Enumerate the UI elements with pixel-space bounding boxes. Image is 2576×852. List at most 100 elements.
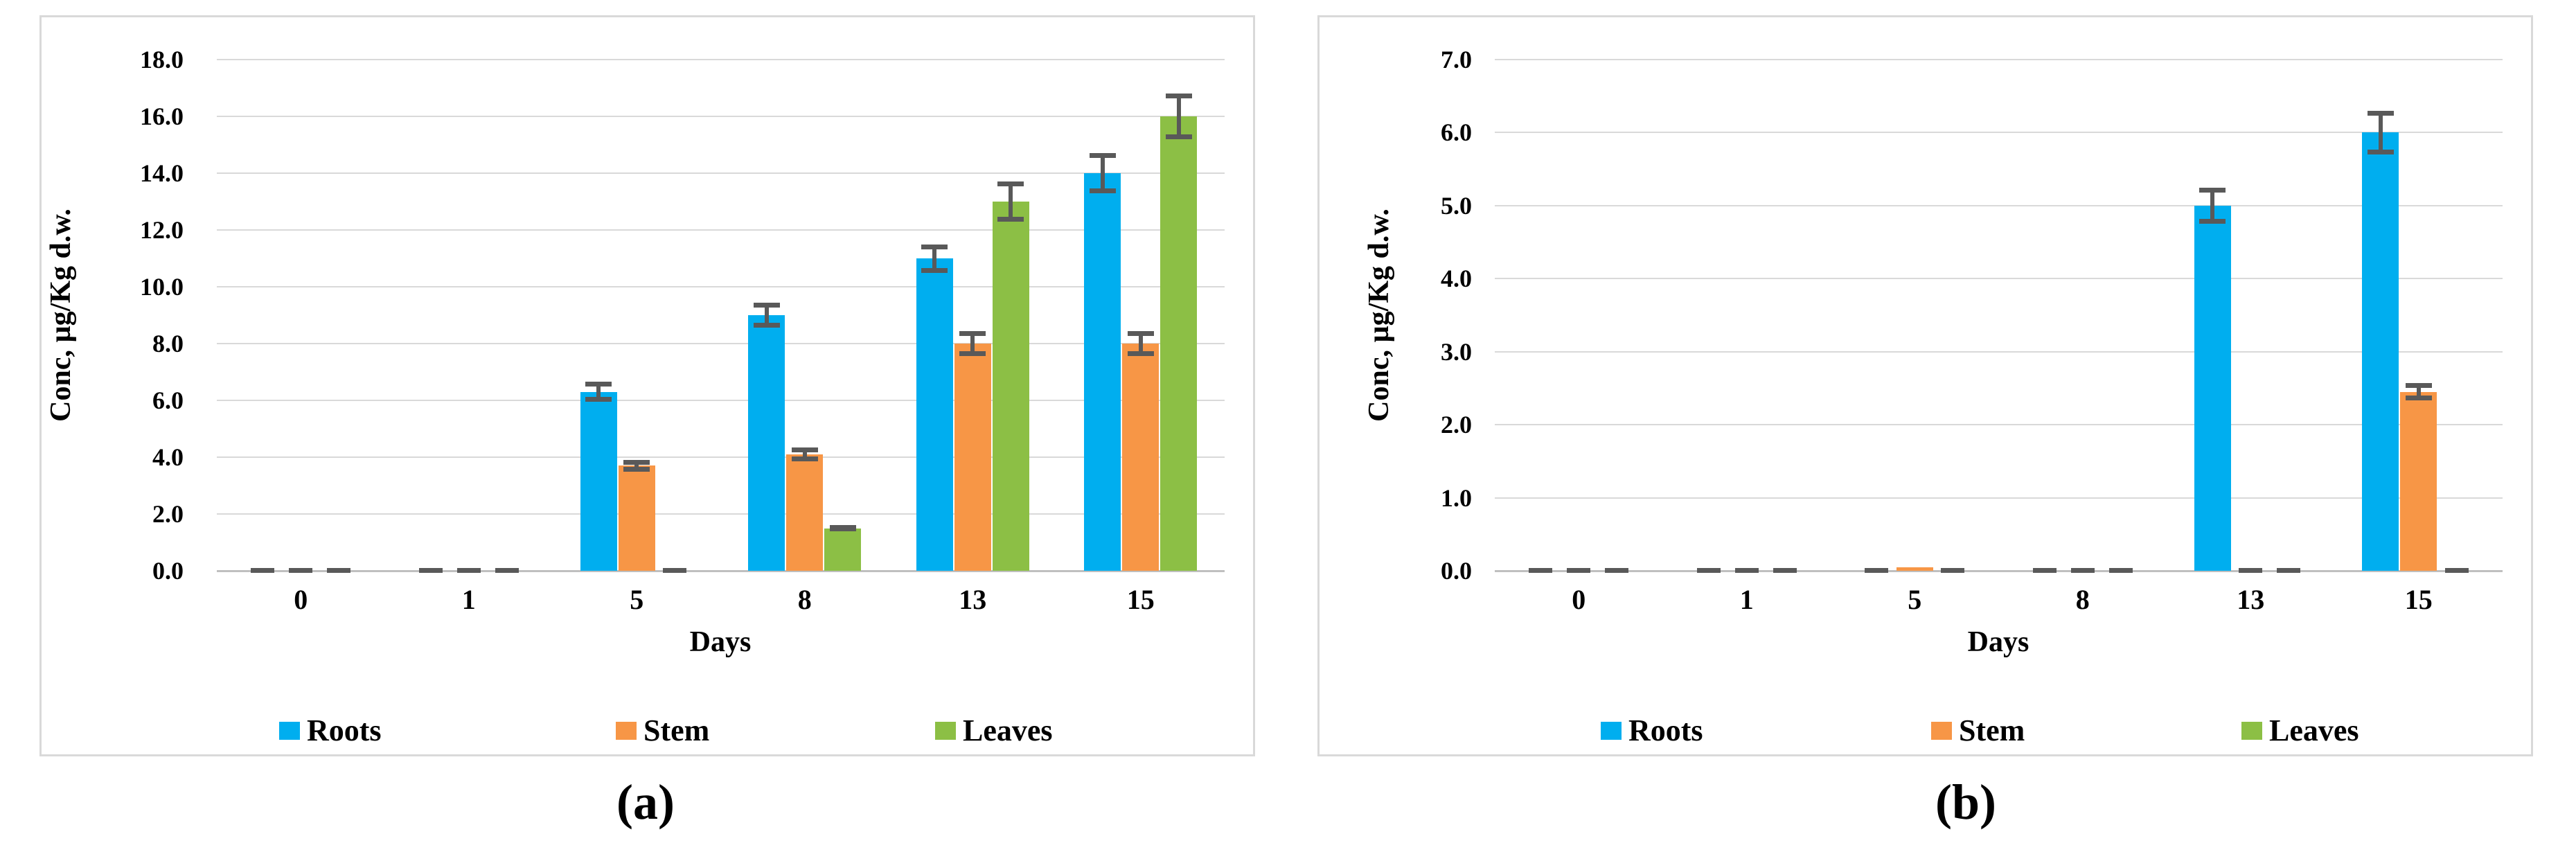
error-cap-top	[2199, 187, 2226, 193]
x-tick-label-day8: 8	[797, 584, 812, 615]
gridline	[217, 59, 1225, 60]
zero-marker-roots-day8	[2032, 568, 2057, 573]
bar-roots-day13	[2194, 205, 2231, 571]
legend-item-leaves: Leaves	[935, 716, 1053, 746]
legend-item-roots: Roots	[1601, 716, 1703, 746]
zero-marker-stem-day1	[1734, 568, 1759, 573]
y-tick-label: 12.0	[140, 216, 184, 244]
legend-swatch-stem	[1931, 722, 1952, 740]
zero-marker-leaves-day5	[663, 568, 687, 573]
error-bar-leaves-day8	[829, 524, 856, 532]
error-whisker	[764, 302, 769, 328]
zero-marker-stem-day13	[2239, 568, 2263, 573]
error-cap-top	[2405, 383, 2432, 389]
error-cap-top	[623, 460, 650, 465]
error-whisker	[970, 330, 975, 357]
legend-label-stem: Stem	[643, 713, 710, 747]
gridline	[1495, 204, 2503, 206]
x-tick-label-day5: 5	[1908, 584, 1922, 615]
x-tick-label-day0: 0	[294, 584, 308, 615]
gridline	[1495, 424, 2503, 426]
x-axis-title: Days	[689, 626, 752, 658]
bar-roots-day8	[748, 315, 785, 571]
x-tick-label-day13: 13	[2237, 584, 2265, 615]
bar-leaves-day8	[824, 528, 862, 571]
zero-marker-leaves-day1	[1773, 568, 1797, 573]
legend-swatch-roots	[1601, 722, 1622, 740]
plot-area	[1495, 59, 2503, 573]
error-cap-top	[921, 244, 948, 249]
error-whisker	[634, 460, 639, 472]
error-whisker	[2378, 110, 2383, 155]
error-bar-stem-day5	[623, 460, 650, 472]
x-tick-label-day0: 0	[1572, 584, 1586, 615]
error-whisker	[2210, 187, 2215, 224]
zero-marker-stem-day1	[456, 568, 481, 573]
error-cap-top	[1127, 330, 1154, 336]
y-tick-label: 10.0	[140, 273, 184, 301]
legend-label-stem: Stem	[1959, 713, 2025, 747]
y-tick-label: 2.0	[1441, 411, 1472, 439]
x-tick-label-day15: 15	[2404, 584, 2433, 615]
zero-marker-leaves-day5	[1941, 568, 1965, 573]
x-axis-title: Days	[1967, 626, 2029, 658]
zero-marker-leaves-day15	[2444, 568, 2469, 573]
error-bar-leaves-day15	[1165, 94, 1192, 139]
legend-swatch-stem	[616, 722, 637, 740]
y-tick-label: 7.0	[1441, 46, 1472, 73]
error-cap-bottom	[2367, 150, 2394, 155]
x-tick-label-day5: 5	[630, 584, 644, 615]
error-bar-roots-day15	[2367, 110, 2394, 155]
error-bar-roots-day13	[921, 244, 948, 273]
x-tick-label-day8: 8	[2075, 584, 2090, 615]
bar-stem-day15	[2400, 391, 2437, 571]
error-cap-top	[791, 447, 818, 452]
y-tick-label: 2.0	[152, 500, 184, 528]
panel-a-caption: (a)	[616, 774, 675, 830]
error-cap-bottom	[791, 456, 818, 462]
zero-marker-leaves-day13	[2277, 568, 2301, 573]
chart-panel-b: Conc, µg/Kg d.w. 0.0 1.0 2.0 3.0 4.0 5.0 6.0 7.…	[1317, 15, 2533, 756]
error-cap-top	[959, 330, 986, 336]
error-whisker	[802, 447, 807, 462]
error-cap-top	[1089, 153, 1116, 159]
error-cap-top	[2367, 110, 2394, 116]
error-whisker	[2416, 383, 2421, 401]
error-cap-bottom	[829, 526, 856, 532]
error-cap-bottom	[1089, 188, 1116, 193]
error-cap-bottom	[959, 351, 986, 357]
error-whisker	[1100, 153, 1105, 193]
x-tick-label-day15: 15	[1126, 584, 1155, 615]
bar-leaves-day13	[992, 202, 1029, 571]
zero-marker-roots-day0	[251, 568, 275, 573]
legend-item-stem: Stem	[616, 713, 710, 747]
bar-stem-day8	[786, 454, 824, 571]
gridline	[217, 286, 1225, 287]
error-cap-bottom	[1127, 351, 1154, 357]
zero-marker-roots-day1	[418, 568, 443, 573]
error-whisker	[1176, 94, 1181, 139]
bar-stem-day15	[1122, 344, 1160, 571]
x-axis-line	[217, 569, 1225, 572]
error-whisker	[932, 244, 937, 273]
chart-panel-a: Conc, µg/Kg d.w. 0.0 2.0 4.0 6.0 8.0 10.0 12.0…	[39, 15, 1255, 756]
legend-label-roots: Roots	[307, 713, 382, 747]
bar-leaves-day15	[1160, 116, 1198, 571]
zero-marker-stem-day8	[2070, 568, 2095, 573]
error-cap-top	[997, 181, 1024, 187]
legend-swatch-leaves	[2241, 722, 2262, 740]
x-tick-label-day13: 13	[959, 584, 987, 615]
x-tick-label-day1: 1	[1739, 584, 1754, 615]
zero-marker-leaves-day8	[2108, 568, 2133, 573]
error-bar-stem-day15	[1127, 330, 1154, 357]
gridline	[217, 456, 1225, 458]
legend-item-stem: Stem	[1931, 713, 2025, 747]
error-cap-bottom	[1165, 134, 1192, 139]
y-tick-label: 4.0	[1441, 265, 1472, 293]
gridline	[217, 513, 1225, 515]
zero-marker-roots-day0	[1529, 568, 1553, 573]
y-tick-label: 14.0	[140, 159, 184, 187]
gridline	[1495, 278, 2503, 280]
error-whisker	[1138, 330, 1143, 357]
gridline	[1495, 59, 2503, 60]
